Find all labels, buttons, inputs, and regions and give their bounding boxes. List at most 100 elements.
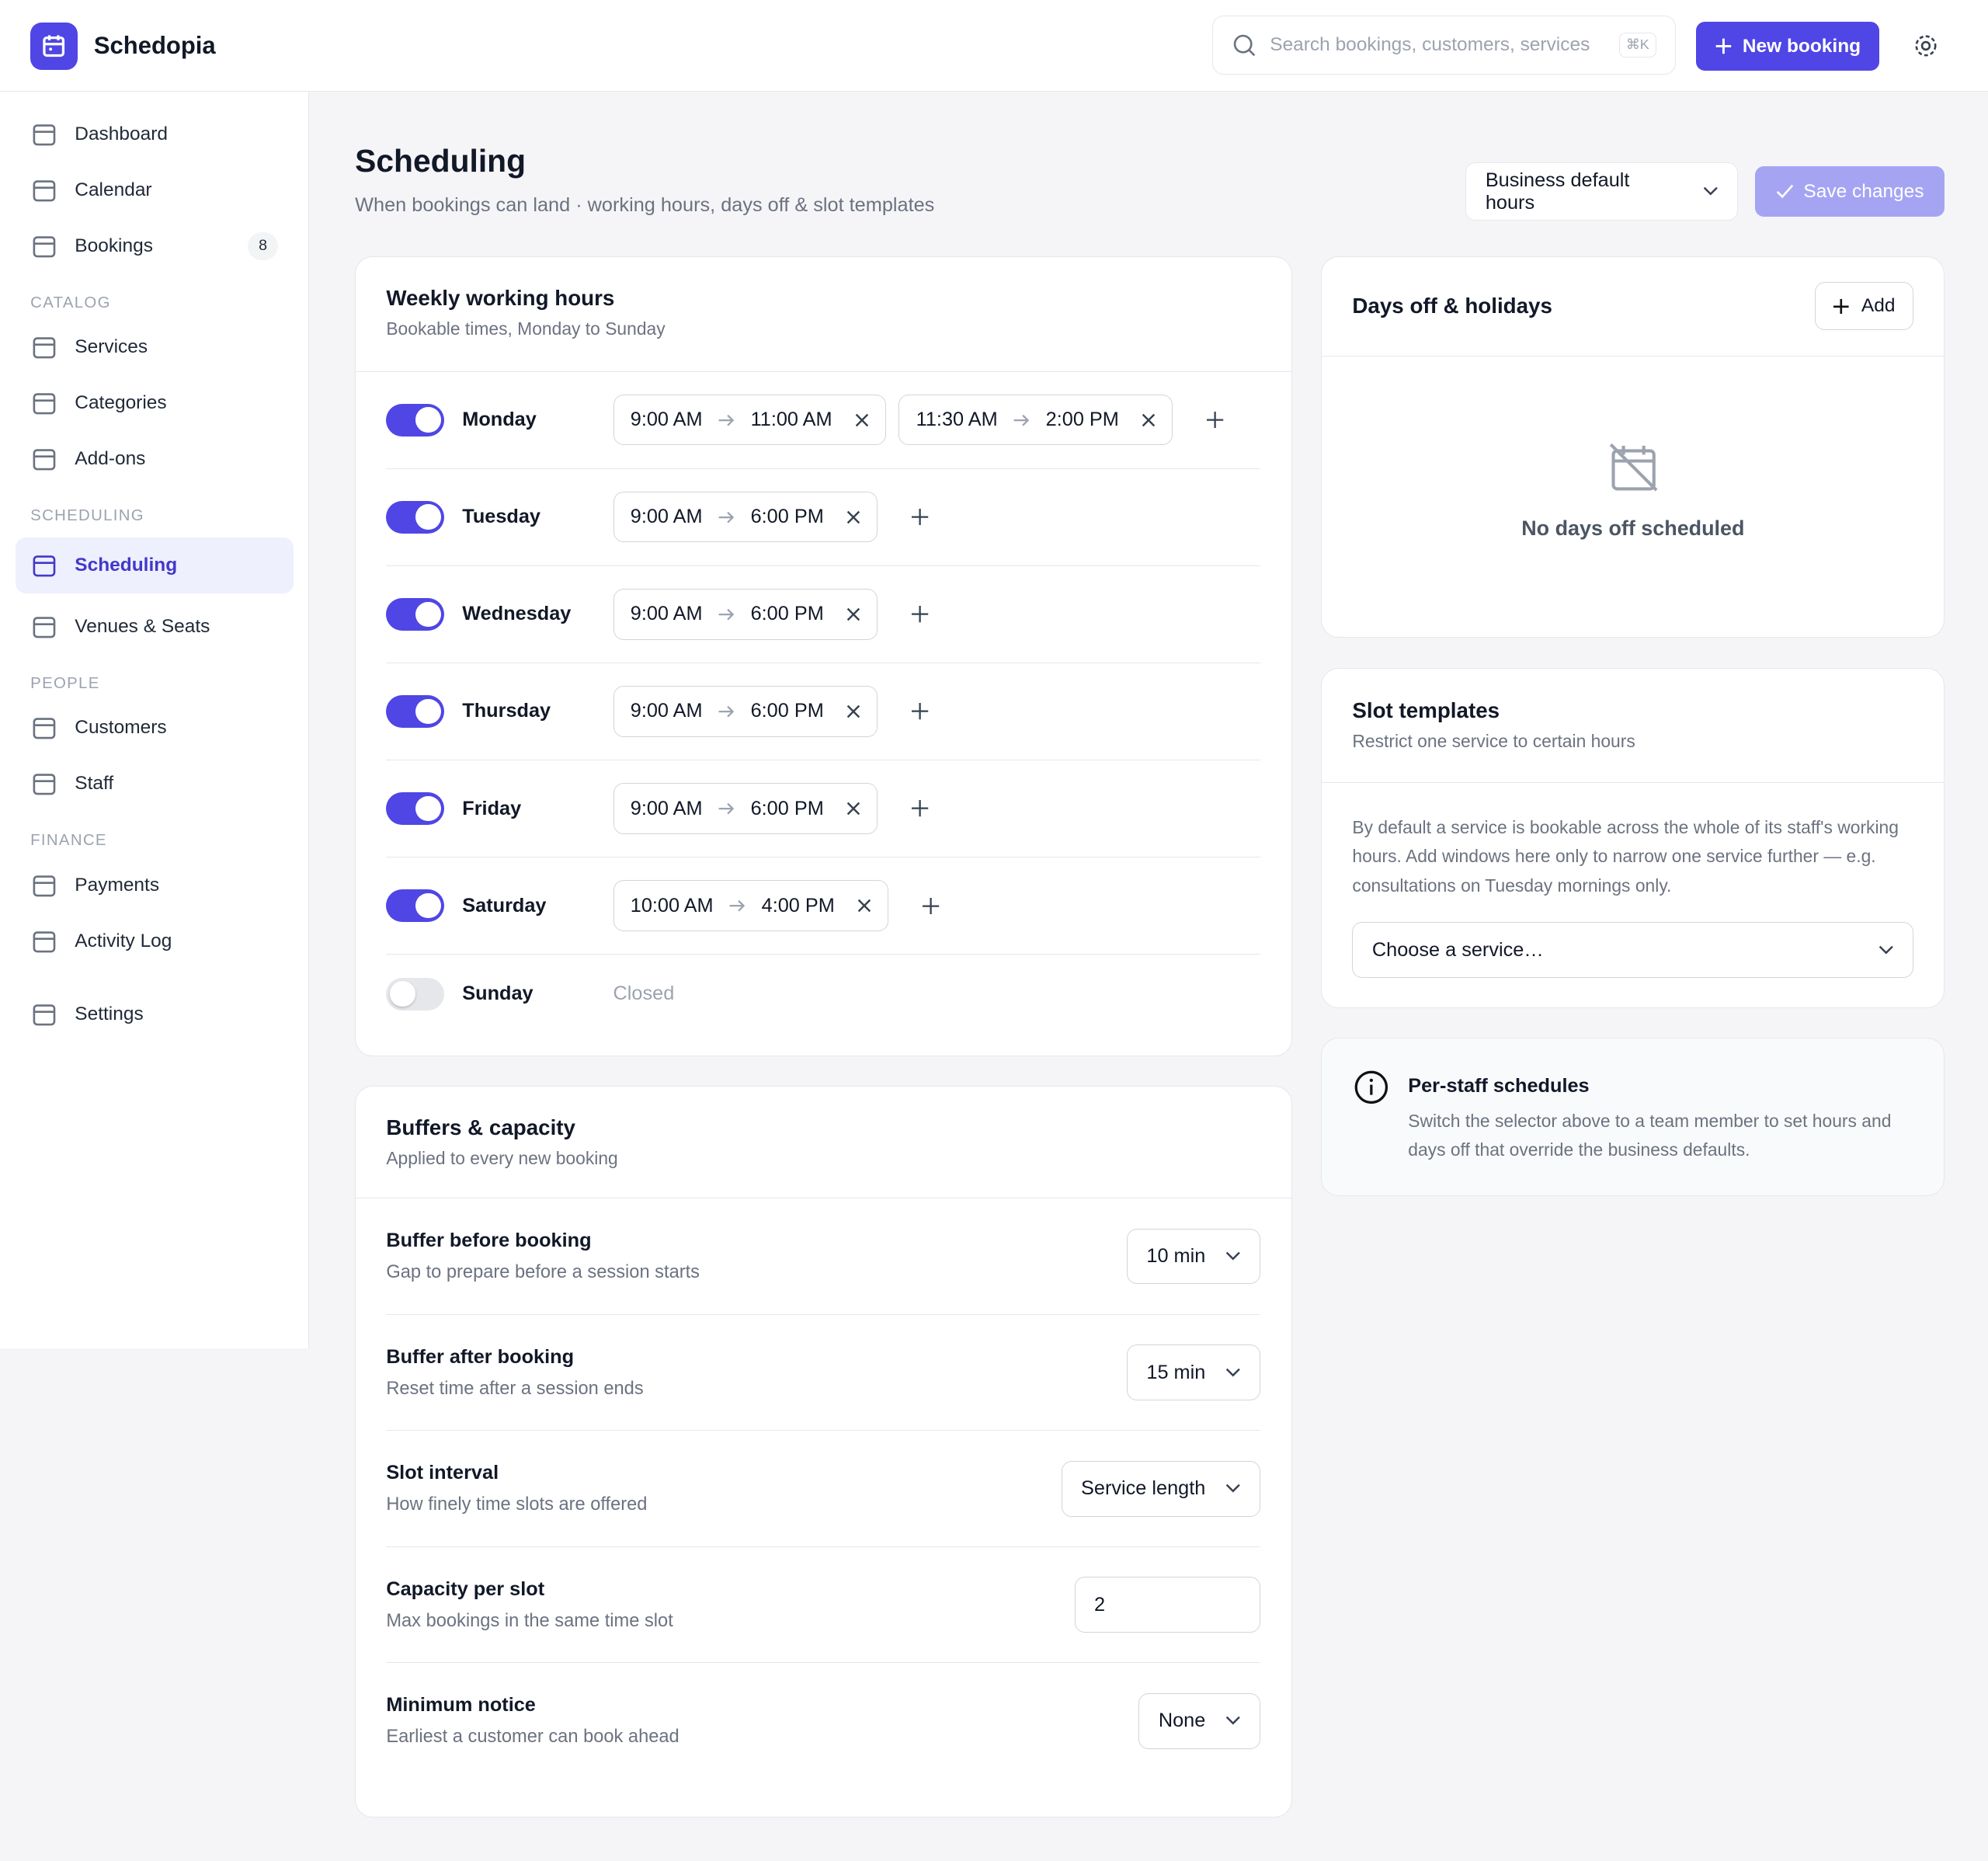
control-value: 2 (1093, 1593, 1106, 1616)
closed-label: Closed (613, 983, 675, 1005)
add-range-icon[interactable] (912, 703, 929, 720)
service-select[interactable]: Choose a service… (1352, 922, 1914, 979)
remove-icon[interactable] (846, 704, 860, 718)
setting-text: Buffer before booking Gap to prepare befo… (386, 1230, 700, 1283)
nav-item[interactable]: Services (16, 325, 294, 370)
add-button[interactable]: Add (1815, 282, 1914, 331)
toggle-knob (415, 698, 441, 725)
schedule-selector[interactable]: Business default hours (1465, 162, 1739, 221)
control-value: None (1158, 1710, 1206, 1732)
add-range-icon[interactable] (912, 606, 929, 623)
save-button[interactable]: Save changes (1754, 165, 1945, 217)
empty-icon (1610, 443, 1658, 492)
time-range[interactable]: 9:00 AM 6:00 PM (613, 492, 878, 543)
select[interactable]: Service length (1061, 1460, 1261, 1517)
info-card: Per-staff schedules Switch the selector … (1321, 1037, 1945, 1196)
time-range[interactable]: 9:00 AM 11:00 AM (613, 395, 887, 446)
remove-icon[interactable] (855, 413, 869, 427)
toggle[interactable] (386, 597, 445, 631)
start-time: 9:00 AM (630, 506, 703, 528)
toggle[interactable] (386, 694, 445, 729)
nav-icon (30, 120, 58, 148)
time-range[interactable]: 10:00 AM 4:00 PM (613, 880, 889, 931)
nav-item[interactable]: Payments (16, 862, 294, 908)
nav-item[interactable]: Staff (16, 761, 294, 807)
page-title: Scheduling (355, 143, 527, 179)
nav-item[interactable]: Dashboard (16, 112, 294, 158)
nav-item[interactable]: Activity Log (16, 918, 294, 964)
time-range[interactable]: 9:00 AM 6:00 PM (613, 589, 878, 640)
setting-text: Minimum notice Earliest a customer can bo… (386, 1694, 679, 1748)
time-range[interactable]: 11:30 AM 2:00 PM (898, 395, 1173, 446)
nav-label: Venues & Seats (75, 615, 210, 637)
setting-row: Capacity per slot Max bookings in the sam… (386, 1547, 1261, 1664)
start-time: 9:00 AM (630, 603, 703, 625)
time-range[interactable]: 9:00 AM 6:00 PM (613, 686, 878, 737)
chevron-icon (1225, 1716, 1241, 1726)
nav-item[interactable]: Calendar (16, 167, 294, 213)
top-bar: Schedopia Search bookings, customers, se… (0, 0, 1988, 92)
nav-item[interactable]: Add-ons (16, 437, 294, 482)
new-booking-label: New booking (1742, 35, 1861, 57)
toggle[interactable] (386, 791, 445, 826)
search[interactable]: Search bookings, customers, services ⌘K (1211, 15, 1677, 75)
day-name: Wednesday (462, 603, 572, 625)
remove-icon[interactable] (846, 802, 860, 816)
nav-badge: 8 (248, 231, 279, 260)
setting-text: Slot interval How finely time slots are o… (386, 1462, 647, 1515)
remove-icon[interactable] (846, 510, 860, 524)
add-range-icon[interactable] (912, 800, 929, 817)
day-row: Wednesday 9:00 AM 6:00 PM (386, 566, 1261, 663)
select[interactable]: None (1138, 1692, 1261, 1749)
arrow-icon (718, 802, 735, 815)
nav-item[interactable]: Venues & Seats (16, 604, 294, 649)
remove-icon[interactable] (846, 607, 860, 621)
nav-item[interactable]: Scheduling (15, 537, 294, 594)
nav-item[interactable]: Categories (16, 381, 294, 426)
day-row: Friday 9:00 AM 6:00 PM (386, 760, 1261, 858)
card-title: Weekly working hours (386, 286, 615, 311)
select[interactable]: 15 min (1126, 1344, 1261, 1400)
toggle[interactable] (386, 500, 445, 534)
brand: Schedopia (93, 31, 216, 59)
card-title: Slot templates (1352, 697, 1500, 722)
add-range-icon[interactable] (1207, 412, 1224, 429)
nav-label: Services (75, 336, 148, 358)
arrow-icon (728, 899, 746, 912)
day-row: Monday 9:00 AM 11:00 AM 11:30 AM 2:00 PM (386, 372, 1261, 469)
nav-item[interactable]: Settings (16, 992, 294, 1038)
setting-row: Buffer before booking Gap to prepare befo… (386, 1198, 1261, 1315)
chevron-icon (1225, 1368, 1241, 1378)
setting-label: Minimum notice (386, 1694, 536, 1717)
settings-icon[interactable] (1912, 32, 1940, 60)
setting-label: Buffer before booking (386, 1229, 592, 1251)
control-value: Service length (1081, 1477, 1206, 1500)
info-title: Per-staff schedules (1408, 1074, 1590, 1097)
info-body: Switch the selector above to a team memb… (1408, 1110, 1892, 1160)
nav-item[interactable]: Customers (16, 705, 294, 751)
section-title: CATALOG (30, 294, 111, 311)
toggle[interactable] (386, 403, 445, 437)
toggle[interactable] (386, 889, 445, 923)
day-name: Thursday (462, 700, 551, 722)
remove-icon[interactable] (1142, 413, 1156, 427)
add-range-icon[interactable] (923, 897, 940, 914)
control-value: 15 min (1146, 1361, 1206, 1383)
toggle[interactable] (386, 977, 445, 1011)
toggle-knob (415, 892, 441, 919)
nav-item[interactable]: Bookings 8 (16, 223, 294, 269)
select[interactable]: 10 min (1126, 1228, 1261, 1285)
remove-icon[interactable] (857, 899, 871, 913)
add-range-icon[interactable] (912, 509, 929, 526)
sidebar: Dashboard Calendar Bookings 8 CATALOG Service… (0, 91, 310, 1348)
nav-label: Bookings (75, 235, 153, 256)
setting-label: Capacity per slot (386, 1578, 545, 1600)
new-booking-button[interactable]: New booking (1696, 21, 1879, 71)
nav-icon (30, 613, 58, 641)
number-input[interactable]: 2 (1074, 1577, 1261, 1633)
shortcut: ⌘K (1618, 32, 1656, 58)
chevron-icon (1225, 1484, 1241, 1494)
time-range[interactable]: 9:00 AM 6:00 PM (613, 783, 878, 834)
nav-icon (30, 389, 58, 417)
